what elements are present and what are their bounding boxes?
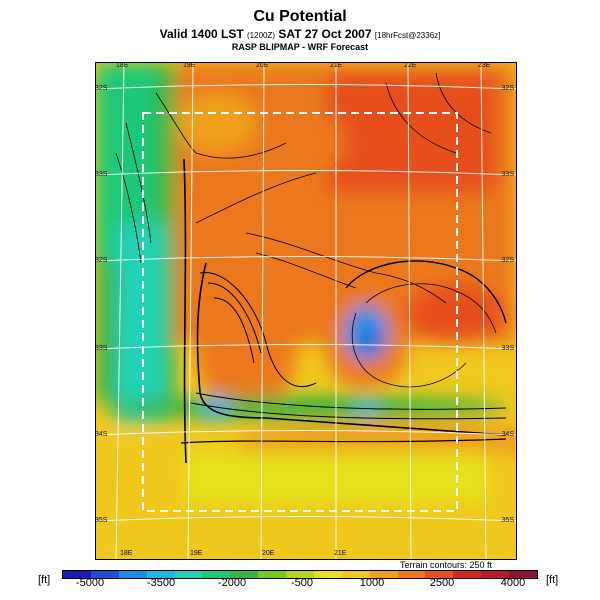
valid-time: Valid 1400 LST — [159, 27, 244, 41]
colorbar-segment — [146, 571, 176, 578]
right-lat-label: 33S — [501, 171, 514, 178]
colorbar-tick-label: 1000 — [359, 577, 385, 589]
colorbar-unit-left: [ft] — [38, 574, 51, 586]
cu-field — [96, 63, 516, 559]
bottom-lon-label: 18E — [120, 550, 133, 557]
map-svg — [96, 63, 516, 559]
colorbar-tick-label: -5000 — [75, 577, 105, 589]
top-lon-label: 19E — [183, 62, 196, 69]
model-label: RASP BLIPMAP - WRF Forecast — [231, 42, 369, 52]
chart-title: Cu Potential — [253, 8, 347, 25]
right-lat-label: 33S — [501, 345, 514, 352]
domain-boundary — [142, 112, 458, 512]
colorbar-tick-label: -3500 — [146, 577, 176, 589]
right-lat-label: 32S — [501, 85, 514, 92]
colorbar-segment — [90, 571, 120, 578]
valid-utc: (1200Z) — [247, 31, 276, 40]
lat-lon-grid — [96, 63, 516, 559]
colorbar — [62, 570, 538, 579]
valid-time-line: Valid 1400 LST (1200Z) SAT 27 Oct 2007 [… — [0, 27, 600, 41]
top-lon-label: 23E — [478, 62, 491, 69]
colorbar-segment — [453, 571, 482, 578]
left-lat-label: 32S — [95, 85, 108, 92]
colorbar-segment — [258, 571, 287, 578]
colorbar-segment — [313, 571, 343, 578]
top-lon-label: 22E — [404, 62, 417, 69]
left-lat-label: 34S — [95, 431, 108, 438]
bottom-lon-label: 20E — [262, 550, 275, 557]
colorbar-segment — [341, 571, 371, 578]
top-lon-label: 21E — [330, 62, 343, 69]
colorbar-segment — [369, 571, 399, 578]
colorbar-segment — [230, 571, 259, 578]
colorbar-segment — [509, 571, 538, 578]
left-lat-label: 33S — [95, 345, 108, 352]
left-lat-label: 33S — [95, 171, 108, 178]
colorbar-segment — [202, 571, 231, 578]
forecast-note: [18hrFcst@2336z] — [374, 31, 441, 40]
colorbar-tick-label: 4000 — [500, 577, 526, 589]
right-lat-label: 32S — [501, 257, 514, 264]
right-lat-label: 34S — [501, 431, 514, 438]
left-lat-label: 35S — [95, 517, 108, 524]
terrain-contours — [115, 72, 507, 464]
colorbar-segment — [118, 571, 148, 578]
colorbar-segment — [286, 571, 315, 578]
colorbar-segment — [481, 571, 510, 578]
forecast-map: 18E 19E 20E 21E 22E 23E 18E 19E 20E 21E … — [95, 62, 517, 560]
colorbar-segment — [63, 571, 92, 578]
colorbar-tick-label: 2500 — [429, 577, 455, 589]
valid-date: SAT 27 Oct 2007 — [278, 27, 372, 41]
colorbar-segment — [397, 571, 426, 578]
colorbar-tick-label: -500 — [290, 577, 314, 589]
top-lon-label: 20E — [256, 62, 269, 69]
top-lon-label: 18E — [116, 62, 129, 69]
colorbar-tick-label: -2000 — [217, 577, 247, 589]
colorbar-unit-right: [ft] — [546, 574, 559, 586]
colorbar-segment — [174, 571, 203, 578]
bottom-lon-label: 21E — [334, 550, 347, 557]
left-lat-label: 32S — [95, 257, 108, 264]
terrain-contour-note: Terrain contours: 250 ft — [400, 560, 493, 570]
colorbar-segment — [425, 571, 454, 578]
right-lat-label: 35S — [501, 517, 514, 524]
bottom-lon-label: 19E — [190, 550, 203, 557]
